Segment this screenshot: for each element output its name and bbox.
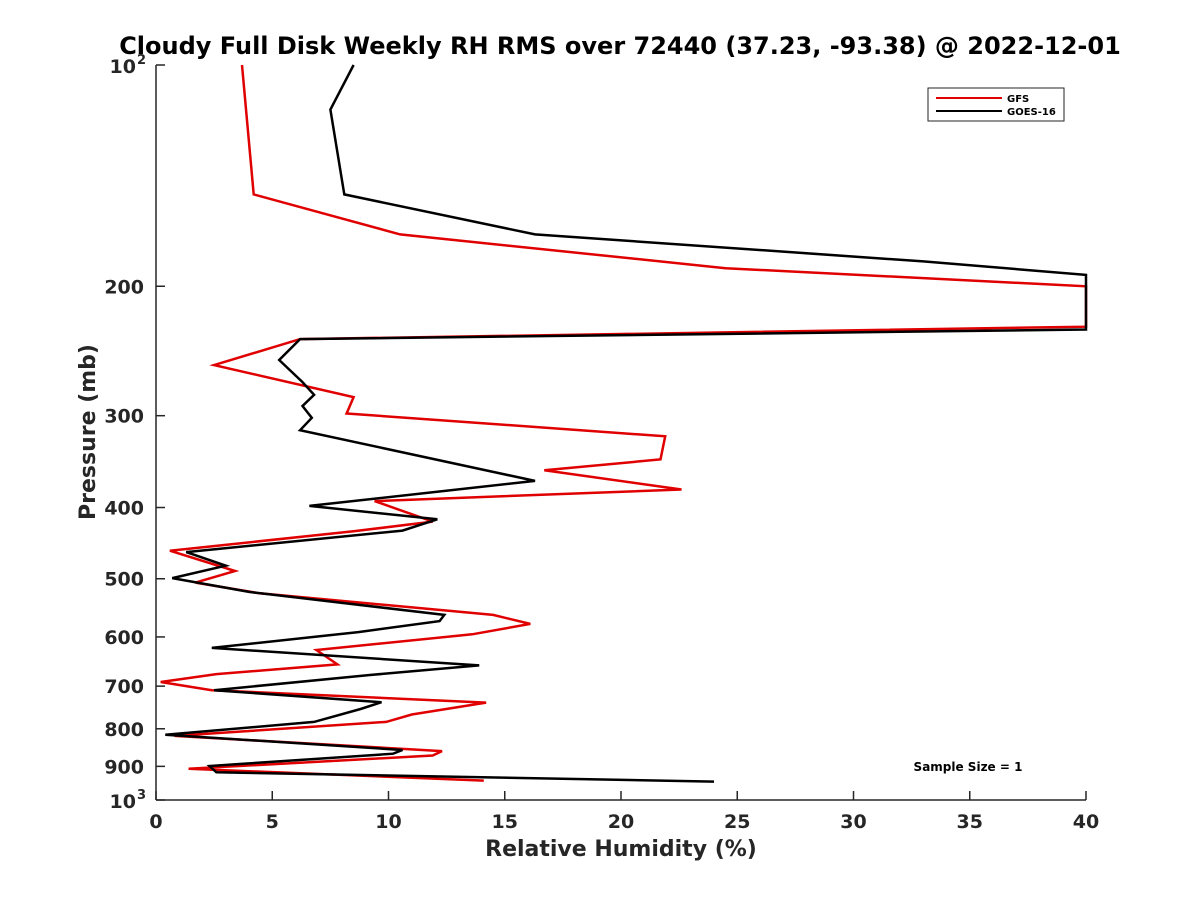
x-tick-label: 40 — [1073, 811, 1099, 833]
y-tick-label: 10 — [110, 56, 136, 78]
x-tick-label: 20 — [608, 811, 634, 833]
y-tick-label: 800 — [104, 719, 144, 741]
series-line-goes-16 — [165, 64, 1088, 783]
y-tick-label: 600 — [104, 627, 144, 649]
x-tick-label: 25 — [724, 811, 750, 833]
legend-box — [927, 87, 1065, 122]
x-tick-label: 30 — [840, 811, 866, 833]
x-tick-label: 15 — [492, 811, 518, 833]
y-tick-label: 900 — [104, 756, 144, 778]
series-line-gfs — [160, 64, 1088, 782]
legend-label-gfs: GFS — [1007, 94, 1029, 105]
y-tick-label: 10 — [110, 791, 136, 813]
y-tick-exponent: 3 — [137, 788, 146, 803]
y-tick-label: 300 — [104, 406, 144, 428]
series-lines — [160, 64, 1088, 783]
y-axis-label: Pressure (mb) — [76, 344, 101, 520]
x-tick-label: 0 — [149, 811, 162, 833]
y-tick-label: 700 — [104, 676, 144, 698]
x-ticks: 0 5 10 15 20 25 30 35 40 — [149, 791, 1099, 833]
legend-label-goes16: GOES-16 — [1007, 107, 1056, 118]
legend: GFS GOES-16 — [927, 87, 1065, 122]
y-tick-exponent: 2 — [137, 53, 146, 68]
y-tick-label: 400 — [104, 498, 144, 520]
x-tick-label: 35 — [957, 811, 983, 833]
plot-area: 0 5 10 15 20 25 30 35 40 10 220030040050060070080… — [104, 53, 1099, 833]
x-tick-label: 5 — [266, 811, 279, 833]
x-tick-label: 10 — [375, 811, 401, 833]
chart-title: Cloudy Full Disk Weekly RH RMS over 7244… — [119, 32, 1121, 60]
y-tick-label: 200 — [104, 276, 144, 298]
x-axis-label: Relative Humidity (%) — [485, 837, 757, 862]
sample-size-annotation: Sample Size = 1 — [914, 760, 1023, 774]
y-tick-label: 500 — [104, 569, 144, 591]
